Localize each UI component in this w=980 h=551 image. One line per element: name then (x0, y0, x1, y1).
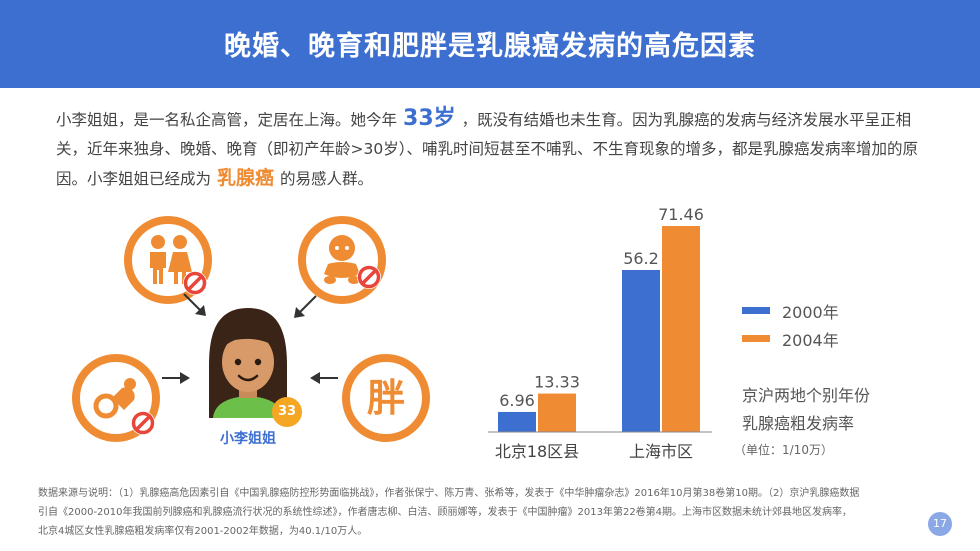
value-label-1-0: 56.2 (623, 249, 659, 268)
chart-unit: （单位：1/10万） (734, 443, 833, 457)
couple-icon (150, 235, 192, 284)
value-label-1-1: 71.46 (658, 205, 704, 224)
footnote-line-1: 数据来源与说明：（1）乳腺癌高危因素引自《中国乳腺癌防控形势面临挑战》，作者张保… (38, 488, 860, 499)
footnote-line-3: 北京4城区女性乳腺癌粗发病率仅有2001-2002年数据，为40.1/10万人。 (38, 526, 368, 537)
prohibited-icon (131, 411, 155, 435)
bar-1-0 (622, 269, 660, 432)
legend-swatch-2000 (742, 307, 770, 314)
bar-0-0 (498, 411, 536, 432)
legend-swatch-2004 (742, 335, 770, 342)
arrow-icon (294, 295, 317, 318)
age-badge: 33 (272, 397, 302, 427)
fat-character: 胖 (366, 376, 405, 420)
value-label-0-1: 13.33 (534, 373, 580, 392)
late-marriage-circle (124, 216, 212, 304)
page-title: 晚婚、晚育和肥胖是乳腺癌发病的高危因素 (224, 31, 756, 62)
cancer-highlight: 乳腺癌 (217, 167, 275, 189)
bar-1-1 (662, 226, 700, 432)
intro-text-1: 小李姐姐，是一名私企高管，定居在上海。她今年 (56, 111, 398, 129)
obesity-circle: 胖 (342, 354, 430, 442)
prohibited-icon (357, 265, 381, 289)
bar-0-1 (538, 393, 576, 432)
legend-label-2004: 2004年 (782, 331, 839, 350)
arrow-icon (162, 372, 190, 384)
page-number: 17 (928, 512, 952, 536)
value-label-0-0: 6.96 (499, 391, 535, 410)
intro-paragraph: 小李姐姐，是一名私企高管，定居在上海。她今年 33岁 ，既没有结婚也未生育。因为乳腺… (56, 104, 936, 194)
chart-title-line2: 乳腺癌粗发病率 (742, 414, 855, 433)
category-label-0: 北京18区县 (495, 442, 579, 461)
no-breastfeeding-circle (72, 354, 160, 442)
person-name: 小李姐姐 (220, 431, 276, 447)
intro-text-2: ，既没有结婚也未生育。因为乳腺癌的发病与经济发展水平呈正相关，近年来独身、晚婚、… (56, 111, 918, 188)
legend-label-2000: 2000年 (782, 303, 839, 322)
chart-title-line1: 京沪两地个别年份 (742, 386, 871, 405)
category-label-1: 上海市区 (629, 442, 693, 461)
title-banner: 晚婚、晚育和肥胖是乳腺癌发病的高危因素 (0, 0, 980, 88)
prohibited-icon (183, 271, 207, 295)
arrow-icon (310, 372, 338, 384)
footnote-line-2: 引自《2000-2010年我国前列腺癌和乳腺癌流行状况的系统性综述》，作者唐志柳… (38, 507, 853, 518)
intro-text-3: 的易感人群。 (280, 170, 374, 188)
arrow-icon (183, 293, 206, 316)
age-highlight: 33岁 (403, 106, 456, 131)
baby-icon (324, 235, 360, 284)
avatar (209, 308, 287, 418)
source-footnote: 数据来源与说明：（1）乳腺癌高危因素引自《中国乳腺癌防控形势面临挑战》，作者张保… (38, 484, 958, 541)
pacifier-icon (93, 378, 136, 419)
late-childbirth-circle (298, 216, 386, 304)
